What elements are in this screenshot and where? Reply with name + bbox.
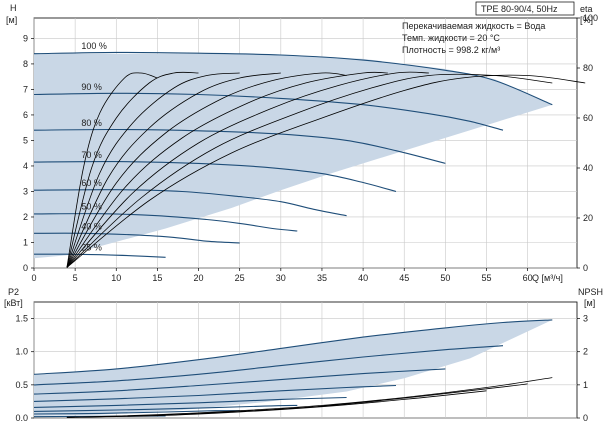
x-tick-label: 50 <box>440 273 450 283</box>
power-tick-labels: 0.0 0.5 1.0 1.5 0 1 2 3 <box>15 314 588 423</box>
power-region-shape <box>34 319 553 417</box>
eta-curve-7 <box>66 73 553 268</box>
speed-label-7: 25 % <box>81 242 102 252</box>
eta-tick-label: 0 <box>583 263 588 273</box>
power-operating-region <box>34 319 553 417</box>
head-tick-label: 3 <box>23 186 28 196</box>
speed-label-3: 70 % <box>81 150 102 160</box>
x-tick-label: 25 <box>235 273 245 283</box>
npsh-tick-label: 0 <box>583 413 588 423</box>
speed-label-5: 50 % <box>81 202 102 212</box>
eta-tick-label: 20 <box>583 213 593 223</box>
x-tick-label: 40 <box>358 273 368 283</box>
eta-curve-0 <box>66 72 158 268</box>
power-tick-label: 1.5 <box>15 314 28 324</box>
eta-tick-label: 100 <box>583 13 598 23</box>
x-tick-label: 45 <box>399 273 409 283</box>
power-tick-label: 1.0 <box>15 347 28 357</box>
power-curve-5 <box>33 404 298 412</box>
eta-tick-label: 40 <box>583 163 593 173</box>
npsh-tick-label: 3 <box>583 314 588 324</box>
eta-tick-label: 80 <box>583 63 593 73</box>
eta-curve-8 <box>66 74 586 268</box>
npsh-curves <box>66 377 553 418</box>
npsh-curve-2 <box>66 390 487 418</box>
head-axis-label: H <box>10 3 17 13</box>
npsh-tick-label: 1 <box>583 380 588 390</box>
eta-curve-5 <box>66 71 388 268</box>
head-tick-label: 9 <box>23 33 28 43</box>
eta-curve-4 <box>66 72 347 268</box>
speed-label-1: 90 % <box>81 82 102 92</box>
model-title: TPE 80-90/4, 50Hz <box>481 4 558 14</box>
npsh-curve-0 <box>66 377 553 418</box>
speed-labels: 100 % 90 % 80 % 70 % 60 % 50 % 40 % 25 % <box>81 41 107 253</box>
head-axis-unit: [м] <box>6 15 17 25</box>
x-tick-label: 5 <box>73 273 78 283</box>
speed-label-2: 80 % <box>81 118 102 128</box>
power-tick-label: 0.0 <box>15 413 28 423</box>
head-curve-2 <box>33 128 446 164</box>
eta-axis-unit: [%] <box>580 15 593 25</box>
eta-curve-2 <box>66 72 240 268</box>
info-density: Плотность = 998.2 кг/м³ <box>402 45 500 55</box>
head-tick-label: 8 <box>23 59 28 69</box>
head-region-shape <box>34 53 553 259</box>
speed-label-6: 40 % <box>81 221 102 231</box>
x-tick-label: 15 <box>152 273 162 283</box>
power-curve-1 <box>33 345 504 386</box>
head-tick-label: 5 <box>23 135 28 145</box>
head-tick-label: 0 <box>23 263 28 273</box>
head-curve-1 <box>33 92 504 131</box>
flow-axis-label: Q [м³/ч] <box>532 273 563 283</box>
npsh-axis-label: NPSH <box>578 287 603 297</box>
x-tick-label: 0 <box>31 273 36 283</box>
efficiency-curves <box>66 71 586 268</box>
head-tick-label: 4 <box>23 161 28 171</box>
x-tick-label: 60 <box>523 273 533 283</box>
speed-label-0: 100 % <box>81 41 107 51</box>
info-temperature: Темп. жидкости = 20 °C <box>402 33 500 43</box>
head-tick-label: 2 <box>23 212 28 222</box>
head-curve-4 <box>33 189 347 217</box>
x-tick-label: 55 <box>481 273 491 283</box>
head-tick-label: 7 <box>23 84 28 94</box>
head-curve-7 <box>33 253 166 258</box>
npsh-axis-unit: [м] <box>584 298 595 308</box>
power-curve-6 <box>33 410 240 415</box>
x-tick-label: 30 <box>276 273 286 283</box>
eta-curve-1 <box>66 71 199 268</box>
model-box <box>475 1 575 16</box>
npsh-tick-label: 2 <box>583 347 588 357</box>
head-tick-labels: 0 5 10 15 20 25 30 35 40 45 50 55 600123456789020406… <box>23 13 598 283</box>
eta-axis-label: eta <box>580 4 593 14</box>
head-tick-label: 6 <box>23 110 28 120</box>
head-operating-region <box>34 53 553 259</box>
power-curve-4 <box>33 396 347 408</box>
power-curve-2 <box>33 368 446 395</box>
eta-tick-label: 60 <box>583 113 593 123</box>
power-axis-label: P2 <box>8 287 19 297</box>
head-curve-5 <box>33 213 298 232</box>
eta-curve-6 <box>66 71 429 268</box>
head-tick-label: 1 <box>23 237 28 247</box>
eta-curve-3 <box>66 72 281 268</box>
power-axis-unit: [кВт] <box>4 298 23 308</box>
head-curve-3 <box>33 161 397 193</box>
head-curve-6 <box>33 232 240 244</box>
power-curve-3 <box>33 384 397 402</box>
speed-label-4: 60 % <box>81 178 102 188</box>
x-tick-label: 10 <box>111 273 121 283</box>
power-tick-label: 0.5 <box>15 380 28 390</box>
power-speed-curves <box>33 319 553 418</box>
x-tick-label: 20 <box>194 273 204 283</box>
power-curve-0 <box>33 319 553 375</box>
head-speed-curves <box>33 51 553 258</box>
info-fluid: Перекачиваемая жидкость = Вода <box>402 21 545 31</box>
x-tick-label: 35 <box>317 273 327 283</box>
